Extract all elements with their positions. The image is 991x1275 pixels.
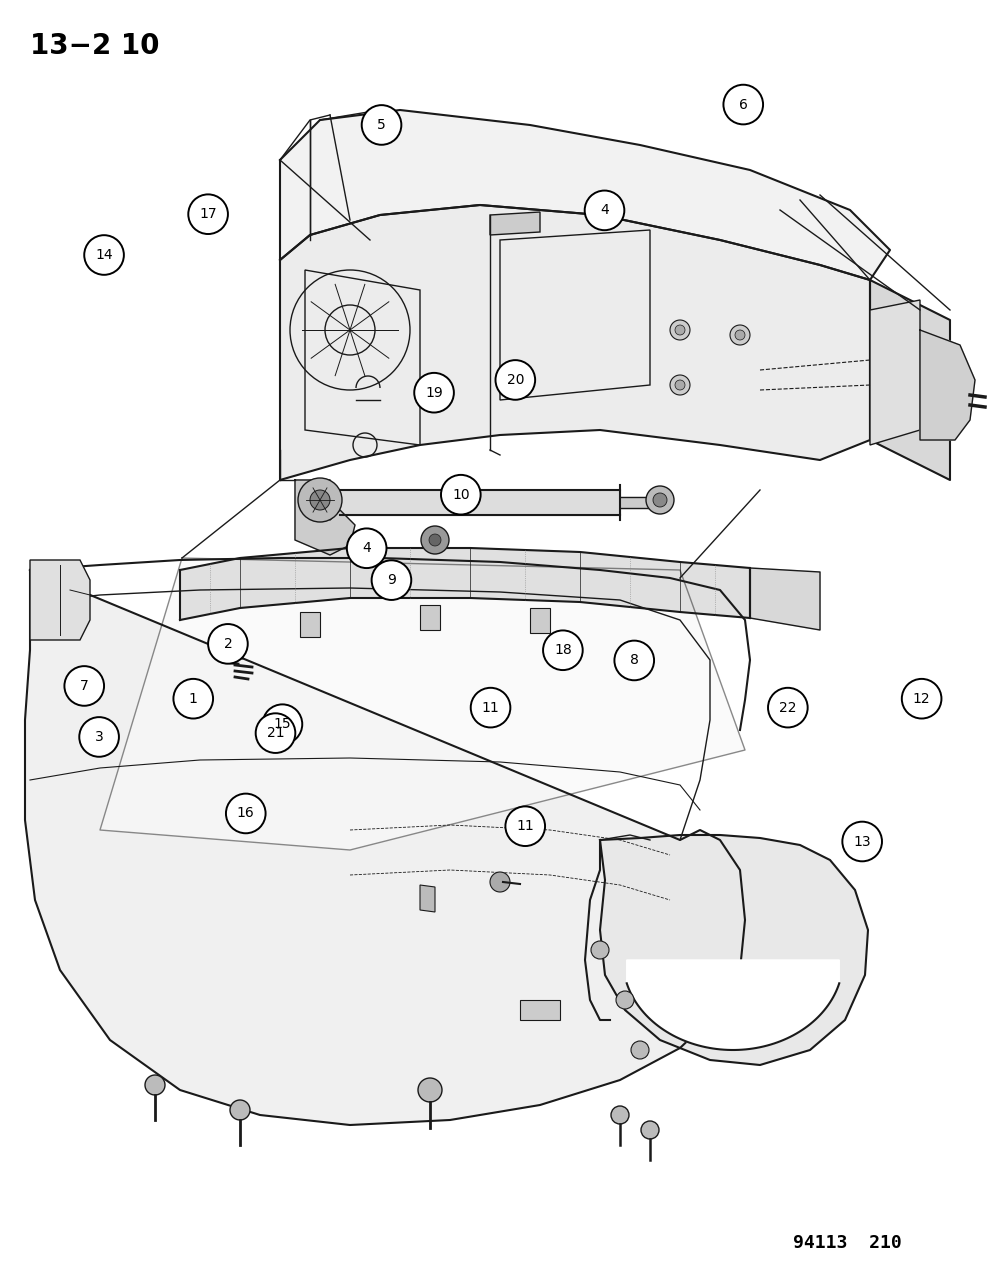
Polygon shape	[280, 205, 870, 479]
Circle shape	[362, 105, 401, 145]
Polygon shape	[530, 608, 550, 632]
Circle shape	[496, 360, 535, 400]
Circle shape	[614, 640, 654, 681]
Polygon shape	[520, 1000, 560, 1020]
Circle shape	[723, 84, 763, 125]
Circle shape	[670, 375, 690, 395]
Polygon shape	[300, 612, 320, 638]
Circle shape	[591, 941, 609, 959]
Text: 17: 17	[199, 208, 217, 221]
Circle shape	[226, 793, 266, 834]
Circle shape	[64, 666, 104, 706]
Circle shape	[429, 534, 441, 546]
Circle shape	[505, 806, 545, 847]
Polygon shape	[750, 567, 820, 630]
Circle shape	[585, 190, 624, 231]
Text: 2: 2	[224, 638, 232, 650]
Polygon shape	[340, 490, 620, 515]
Text: 21: 21	[267, 727, 284, 739]
Text: 19: 19	[425, 386, 443, 399]
Circle shape	[670, 320, 690, 340]
Circle shape	[173, 678, 213, 719]
Circle shape	[543, 630, 583, 671]
Circle shape	[902, 678, 941, 719]
Circle shape	[441, 474, 481, 515]
Polygon shape	[600, 835, 868, 1065]
Text: 10: 10	[452, 488, 470, 501]
Circle shape	[298, 478, 342, 521]
Text: 4: 4	[601, 204, 608, 217]
Circle shape	[611, 1105, 629, 1125]
Polygon shape	[870, 280, 950, 479]
Text: 1: 1	[189, 692, 197, 705]
Text: 3: 3	[95, 731, 103, 743]
Polygon shape	[620, 497, 660, 507]
Circle shape	[730, 325, 750, 346]
Circle shape	[616, 991, 634, 1009]
Circle shape	[310, 490, 330, 510]
Polygon shape	[30, 560, 90, 640]
Text: 9: 9	[387, 574, 395, 586]
Polygon shape	[25, 570, 745, 1125]
Text: 6: 6	[739, 98, 747, 111]
Circle shape	[768, 687, 808, 728]
Circle shape	[372, 560, 411, 601]
Polygon shape	[920, 330, 975, 440]
Text: 11: 11	[516, 820, 534, 833]
Polygon shape	[100, 558, 745, 850]
Circle shape	[263, 704, 302, 745]
Circle shape	[79, 717, 119, 757]
Text: 11: 11	[482, 701, 499, 714]
Circle shape	[208, 623, 248, 664]
Text: 13−2 10: 13−2 10	[30, 32, 160, 60]
Text: 16: 16	[237, 807, 255, 820]
Circle shape	[188, 194, 228, 235]
Circle shape	[646, 486, 674, 514]
Circle shape	[256, 713, 295, 754]
Text: 14: 14	[95, 249, 113, 261]
Text: 22: 22	[779, 701, 797, 714]
Circle shape	[653, 493, 667, 507]
Polygon shape	[280, 110, 890, 280]
Text: 18: 18	[554, 644, 572, 657]
Circle shape	[418, 1077, 442, 1102]
Circle shape	[675, 325, 685, 335]
Text: 5: 5	[378, 119, 385, 131]
Circle shape	[230, 1100, 250, 1119]
Text: 4: 4	[363, 542, 371, 555]
Circle shape	[414, 372, 454, 413]
Circle shape	[631, 1040, 649, 1060]
Circle shape	[675, 380, 685, 390]
Text: 7: 7	[80, 680, 88, 692]
Polygon shape	[626, 960, 839, 1051]
Circle shape	[735, 330, 745, 340]
Text: 8: 8	[630, 654, 638, 667]
Polygon shape	[420, 885, 435, 912]
Text: 20: 20	[506, 374, 524, 386]
Circle shape	[471, 687, 510, 728]
Circle shape	[641, 1121, 659, 1139]
Circle shape	[84, 235, 124, 275]
Polygon shape	[420, 606, 440, 630]
Circle shape	[347, 528, 386, 569]
Circle shape	[421, 527, 449, 555]
Text: 94113  210: 94113 210	[793, 1234, 902, 1252]
Circle shape	[145, 1075, 165, 1095]
Polygon shape	[180, 548, 750, 620]
Text: 13: 13	[853, 835, 871, 848]
Polygon shape	[490, 212, 540, 235]
Circle shape	[842, 821, 882, 862]
Text: 12: 12	[913, 692, 931, 705]
Circle shape	[490, 872, 510, 892]
Polygon shape	[870, 300, 920, 445]
Polygon shape	[295, 479, 355, 555]
Text: 15: 15	[274, 718, 291, 731]
